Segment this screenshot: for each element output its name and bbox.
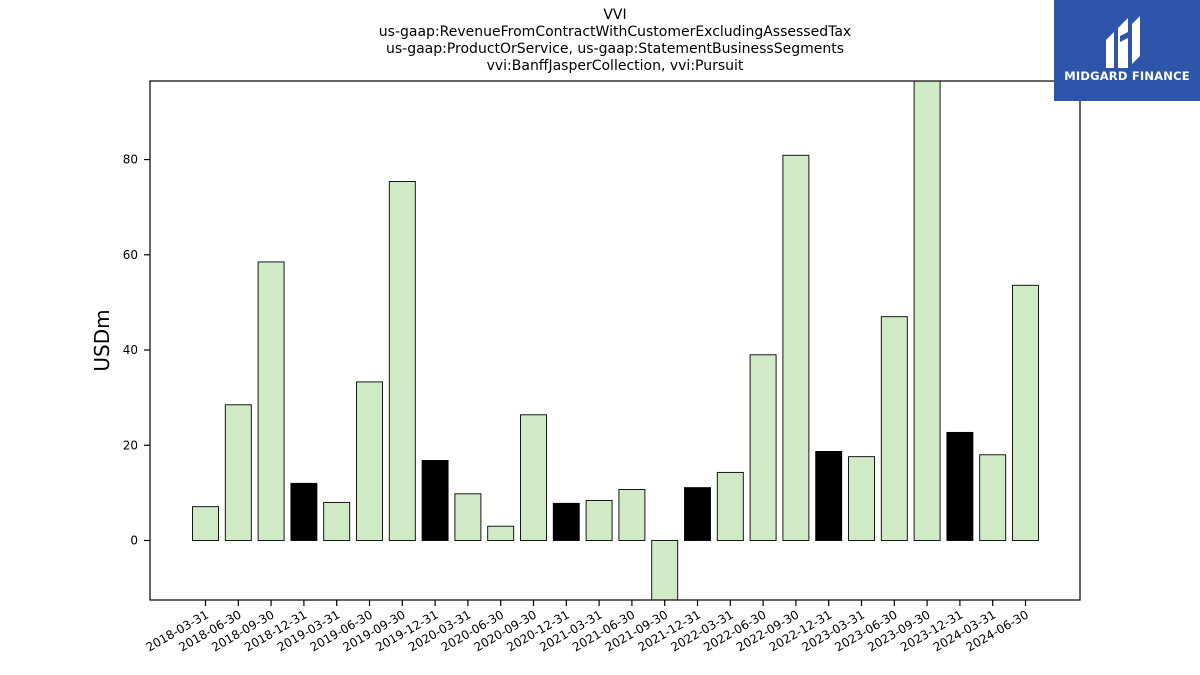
bar bbox=[749, 354, 777, 541]
bar bbox=[946, 431, 974, 541]
bar bbox=[290, 482, 318, 541]
bar bbox=[782, 154, 810, 541]
bar bbox=[913, 80, 941, 541]
y-tick-label: 0 bbox=[130, 533, 138, 547]
chart-title-line: us-gaap:ProductOrService, us-gaap:Statem… bbox=[385, 41, 844, 57]
bar bbox=[815, 450, 843, 541]
bar bbox=[224, 404, 252, 541]
bar bbox=[651, 540, 679, 601]
bar bbox=[585, 500, 613, 541]
bar bbox=[487, 525, 515, 541]
bar bbox=[356, 381, 383, 541]
chart-title-line: vvi:BanffJasperCollection, vvi:Pursuit bbox=[486, 58, 744, 74]
bar bbox=[520, 414, 547, 541]
bar bbox=[618, 489, 646, 541]
y-tick-label: 20 bbox=[123, 438, 138, 452]
y-axis-label: USDm bbox=[90, 309, 114, 371]
y-tick-label: 60 bbox=[123, 248, 138, 262]
bar bbox=[979, 454, 1007, 541]
bar bbox=[323, 501, 351, 541]
logo-mark-icon bbox=[1106, 16, 1140, 68]
y-tick-label: 40 bbox=[123, 343, 138, 357]
bar bbox=[257, 261, 285, 541]
bar bbox=[192, 506, 219, 541]
bar bbox=[716, 471, 744, 541]
bar bbox=[388, 181, 416, 541]
bar bbox=[1012, 284, 1039, 541]
bar bbox=[880, 316, 908, 541]
chart-title-line: VVI bbox=[603, 7, 627, 23]
plot-frame bbox=[149, 80, 1081, 601]
midgard-finance-logo: MIDGARD FINANCE bbox=[1054, 0, 1200, 101]
chart-title-line: us-gaap:RevenueFromContractWithCustomerE… bbox=[378, 24, 852, 40]
logo-text: MIDGARD FINANCE bbox=[1064, 69, 1190, 83]
y-tick-label: 80 bbox=[123, 153, 138, 167]
bar bbox=[684, 487, 711, 541]
bar bbox=[848, 456, 875, 541]
bar bbox=[454, 493, 482, 541]
bar bbox=[552, 502, 580, 541]
bar bbox=[421, 460, 449, 541]
